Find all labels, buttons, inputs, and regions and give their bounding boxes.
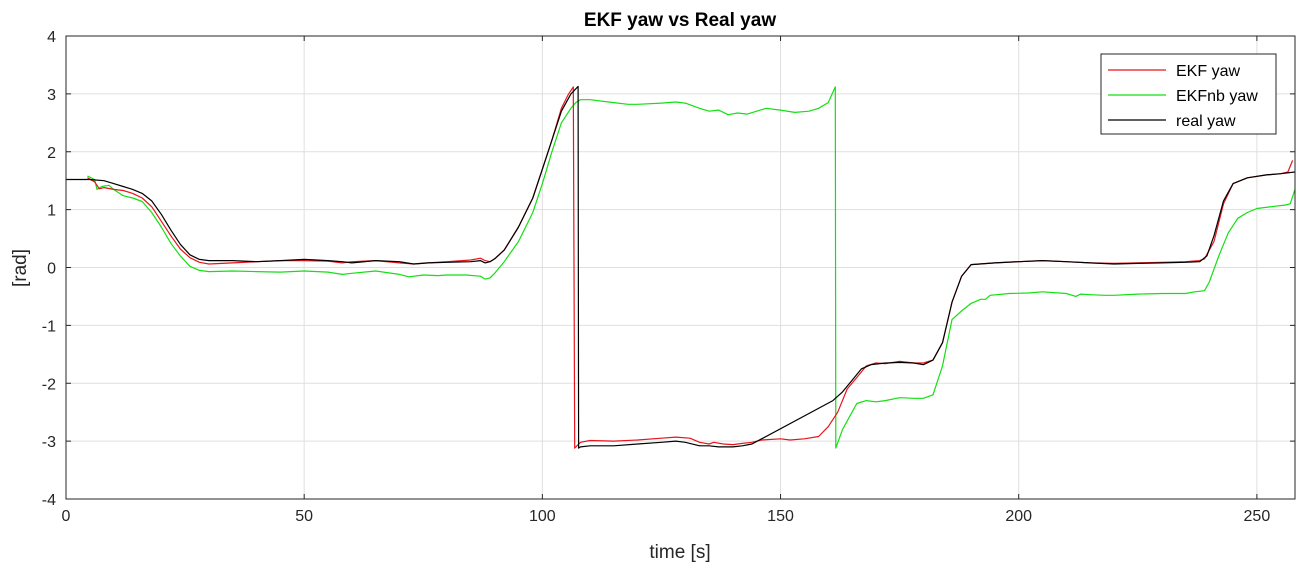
x-tick-label: 250 xyxy=(1244,508,1271,525)
y-tick-label: 4 xyxy=(47,29,56,46)
x-tick-label: 50 xyxy=(295,508,313,525)
y-tick-label: 2 xyxy=(47,145,56,162)
y-tick-label: -4 xyxy=(42,492,56,509)
y-tick-labels: -4 -3 -2 -1 0 1 2 3 4 xyxy=(42,29,56,509)
legend-label-real: real yaw xyxy=(1176,113,1236,130)
x-tick-label: 100 xyxy=(529,508,556,525)
x-tick-label: 200 xyxy=(1005,508,1032,525)
chart-title: EKF yaw vs Real yaw xyxy=(584,10,776,31)
series-line-ekfnb-yaw xyxy=(87,86,1296,449)
y-tick-label: 1 xyxy=(47,203,56,220)
legend-label-ekf: EKF yaw xyxy=(1176,63,1240,80)
legend: EKF yaw EKFnb yaw real yaw xyxy=(1100,53,1277,135)
legend-label-ekfnb: EKFnb yaw xyxy=(1176,88,1258,105)
x-tick-labels: 0 50 100 150 200 250 xyxy=(62,508,1271,525)
y-tick-label: -1 xyxy=(42,318,56,335)
x-tick-label: 150 xyxy=(767,508,794,525)
y-tick-label: -3 xyxy=(42,434,56,451)
series-layer xyxy=(66,85,1296,449)
legend-box xyxy=(1100,53,1277,135)
tick-marks xyxy=(65,35,1295,500)
y-tick-label: 3 xyxy=(47,87,56,104)
y-tick-label: -2 xyxy=(42,376,56,393)
series-line-real-yaw xyxy=(66,85,1296,449)
y-axis-label: [rad] xyxy=(10,249,31,287)
x-axis-label: time [s] xyxy=(649,542,710,563)
x-tick-label: 0 xyxy=(62,508,71,525)
y-tick-label: 0 xyxy=(47,261,56,278)
